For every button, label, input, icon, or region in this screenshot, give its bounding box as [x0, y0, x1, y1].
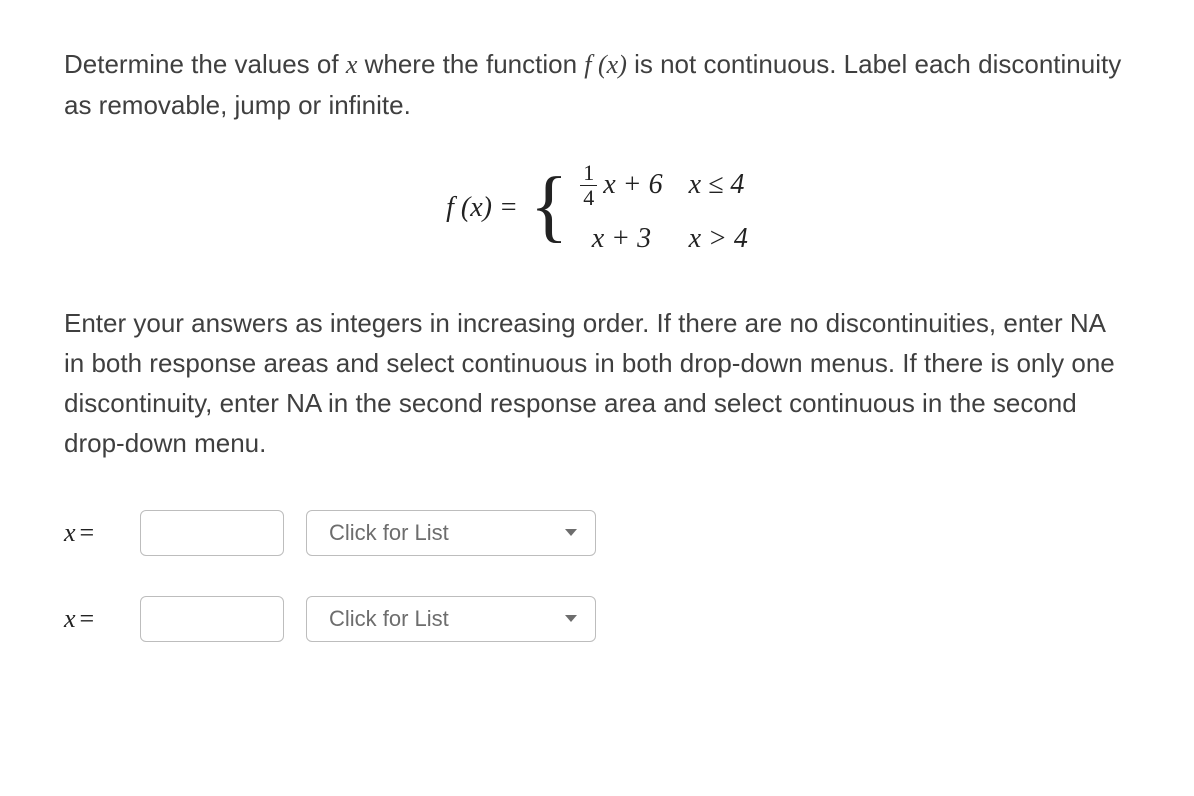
problem-statement: Determine the values of x where the func…	[64, 44, 1130, 126]
case1-condition: x ≤ 4	[689, 169, 748, 201]
x-equals-label-1: x=	[64, 518, 118, 548]
eq-sign-2: =	[80, 604, 95, 633]
intro-var-x: x	[346, 50, 358, 79]
cases-grid: 1 4 x + 6 x ≤ 4 x + 3 x > 4	[580, 162, 748, 255]
piecewise-equation: f (x) = { 1 4 x + 6 x ≤ 4 x + 3 x > 4	[64, 162, 1130, 255]
intro-pre: Determine the values of	[64, 49, 346, 79]
x-equals-label-2: x=	[64, 604, 118, 634]
dropdown-2-label: Click for List	[329, 606, 449, 632]
x-var-2: x	[64, 604, 76, 633]
dropdown-1-label: Click for List	[329, 520, 449, 546]
left-brace: {	[530, 176, 568, 236]
intro-mid: where the function	[357, 49, 584, 79]
intro-func: f (x)	[584, 50, 627, 79]
instructions-text: Enter your answers as integers in increa…	[64, 303, 1130, 464]
discontinuity-type-dropdown-1[interactable]: Click for List	[306, 510, 596, 556]
answer-input-1[interactable]	[140, 510, 284, 556]
fraction-one-fourth: 1 4	[580, 162, 597, 209]
case2-expression: x + 3	[580, 223, 662, 255]
case1-after-frac: x + 6	[603, 169, 662, 201]
discontinuity-type-dropdown-2[interactable]: Click for List	[306, 596, 596, 642]
chevron-down-icon	[565, 529, 577, 536]
answer-row-1: x= Click for List	[64, 510, 1130, 556]
eq-sign-1: =	[80, 518, 95, 547]
answer-input-2[interactable]	[140, 596, 284, 642]
chevron-down-icon	[565, 615, 577, 622]
case2-condition: x > 4	[689, 223, 748, 255]
frac-numerator: 1	[580, 162, 597, 186]
case1-expression: 1 4 x + 6	[580, 162, 662, 209]
equation-lhs: f (x) =	[446, 192, 518, 224]
answer-row-2: x= Click for List	[64, 596, 1130, 642]
problem-container: Determine the values of x where the func…	[0, 0, 1194, 642]
frac-denominator: 4	[580, 186, 597, 209]
x-var-1: x	[64, 518, 76, 547]
